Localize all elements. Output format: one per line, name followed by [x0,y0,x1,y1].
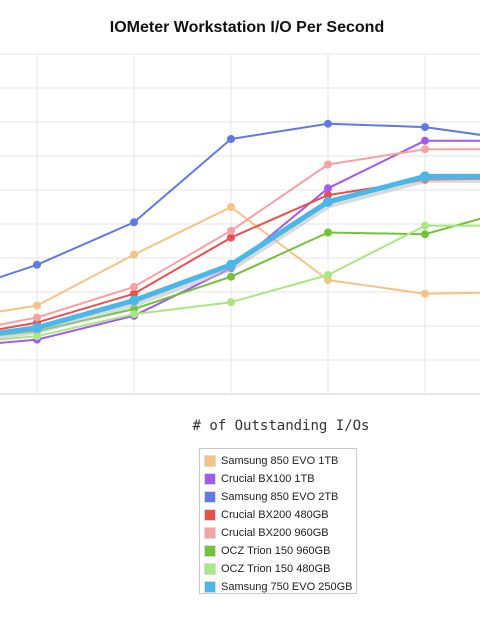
chart-legend: Samsung 850 EVO 1TB Crucial BX100 1TB Sams… [199,448,357,594]
legend-item: Crucial BX100 1TB [204,470,356,488]
legend-swatch [204,473,216,485]
series-lines [0,119,480,344]
legend-item: Samsung 850 EVO 2TB [204,488,356,506]
data-point [227,233,235,242]
data-point [33,313,41,322]
data-point [129,295,139,306]
data-point [33,260,41,269]
data-point [130,218,138,227]
x-axis-label: # of Outstanding I/Os [192,418,370,434]
data-point [421,230,429,239]
data-point [130,289,138,298]
data-point [130,282,138,291]
legend-swatch [204,509,216,521]
series-line [0,173,480,336]
data-point [421,123,429,132]
series-crucial-bx200-960gb [0,145,480,326]
data-point [226,259,236,270]
data-point [421,221,429,230]
data-point [421,145,429,154]
data-point [421,289,429,298]
legend-label: Crucial BX100 1TB [221,473,315,485]
series-line [0,148,480,326]
data-point [421,136,429,145]
legend-swatch [204,545,216,557]
chart-title: IOMeter Workstation I/O Per Second [109,19,385,36]
data-point [324,271,332,279]
legend-item: Crucial BX200 960GB [204,524,356,542]
legend-item: Samsung 750 EVO 250GB [204,578,356,596]
legend-swatch [204,563,216,575]
legend-label: Samsung 850 EVO 1TB [221,455,339,467]
data-point [324,119,332,128]
data-point [130,310,138,319]
legend-label: Crucial BX200 480GB [221,509,329,521]
legend-label: Samsung 750 EVO 250GB [221,581,353,593]
legend-swatch [204,527,216,539]
data-point [420,171,430,182]
data-point [33,301,41,310]
data-point [32,322,42,333]
legend-item: Crucial BX200 480GB [204,506,356,524]
legend-label: Samsung 850 EVO 2TB [221,491,339,503]
legend-swatch [204,581,216,593]
legend-label: OCZ Trion 150 480GB [221,563,331,575]
legend-swatch [204,491,216,503]
legend-swatch [204,455,216,467]
series-line [0,224,480,341]
legend-label: OCZ Trion 150 960GB [221,545,331,557]
data-point [324,160,332,169]
data-point [324,228,332,237]
data-point [227,298,235,307]
data-point [130,250,138,259]
data-point [324,184,332,193]
legend-item: Samsung 850 EVO 1TB [204,452,356,470]
data-point [324,191,332,200]
data-point [227,203,235,211]
data-point [227,272,235,281]
series-ocz-trion-150-480gb [0,221,480,341]
line-chart: 2481632 [0,53,480,395]
series-samsung-850-evo-2tb [0,119,480,279]
data-point [323,196,333,207]
series-samsung-750-evo-250gb [0,171,480,340]
legend-item: OCZ Trion 150 480GB [204,560,356,578]
data-point [227,135,235,143]
legend-item: OCZ Trion 150 960GB [204,542,356,560]
data-point [227,226,235,235]
legend-label: Crucial BX200 960GB [221,527,329,539]
